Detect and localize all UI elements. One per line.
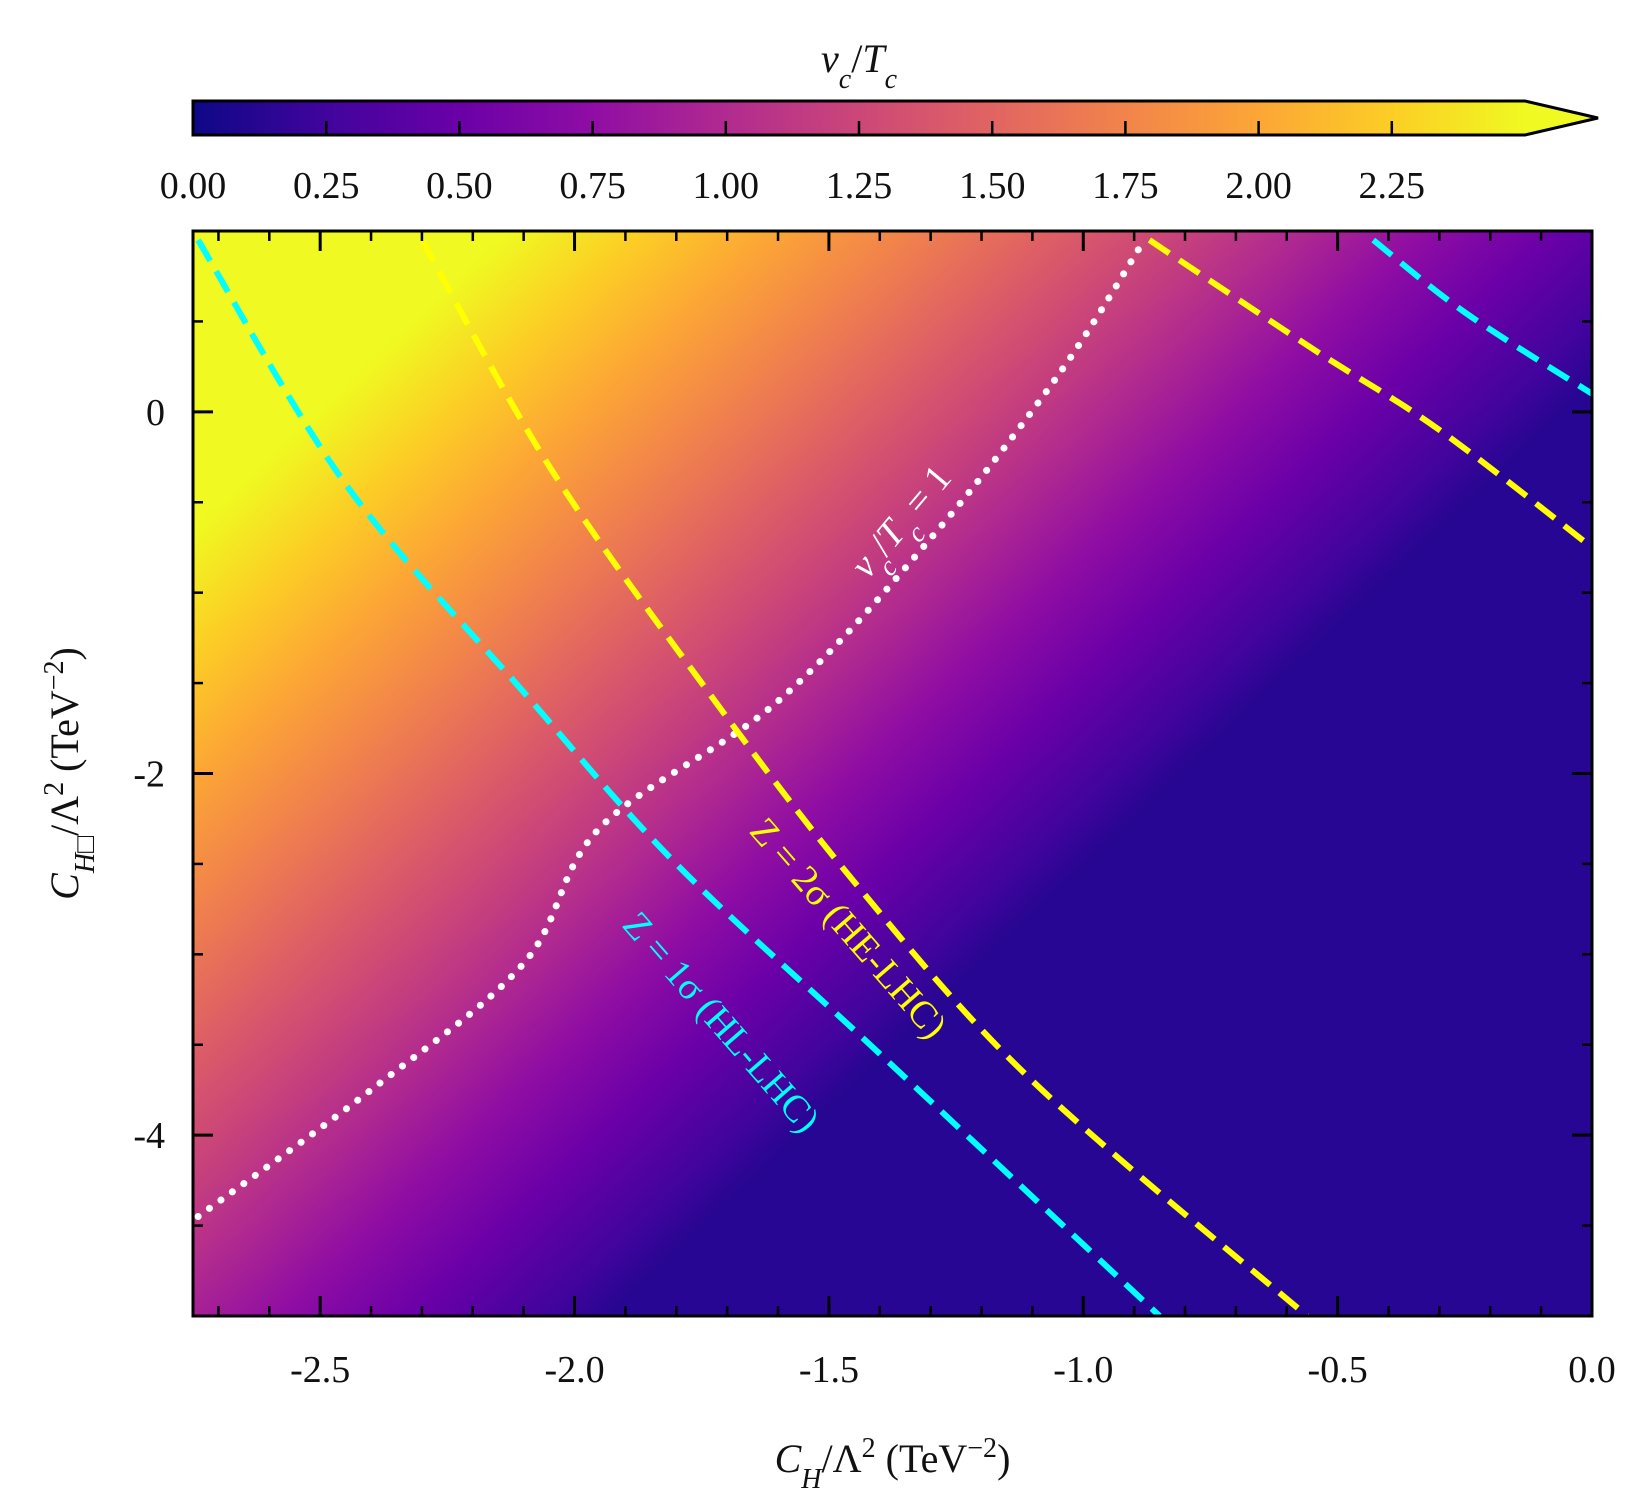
y-tick-label: 0 xyxy=(146,392,165,434)
heatmap-field xyxy=(193,231,1592,1316)
y-axis-ticks: -4 -2 0 xyxy=(133,320,1592,1227)
colorbar-ticks: 0.00 0.25 0.50 0.75 1.00 1.25 1.50 1.75 2.00 2.25 xyxy=(160,121,1425,207)
colorbar-title-sub2: c xyxy=(885,64,898,95)
colorbar-tick-label: 0.75 xyxy=(559,165,626,207)
x-title-close: ) xyxy=(997,1436,1010,1481)
colorbar-title-sub1: c xyxy=(839,64,852,95)
x-tick-label: -0.5 xyxy=(1308,1349,1368,1391)
y-title-close: ) xyxy=(42,647,87,660)
x-title-sub: H xyxy=(800,1464,823,1495)
contour-z-2-he-lhc-upper-branch xyxy=(1147,237,1592,550)
x-tick-label: -2.5 xyxy=(290,1349,350,1391)
x-title-sup: 2 xyxy=(862,1433,876,1464)
y-tick-label: -4 xyxy=(133,1115,165,1157)
x-tick-label: 0.0 xyxy=(1568,1349,1616,1391)
colorbar-tick-label: 0.50 xyxy=(426,165,493,207)
colorbar-extend-arrow xyxy=(1525,101,1598,135)
y-title-unit-sup: −2 xyxy=(39,660,70,690)
y-title-rest: /Λ xyxy=(42,796,87,836)
colorbar-tick-label: 2.00 xyxy=(1225,165,1292,207)
y-title-c: C xyxy=(42,872,87,900)
x-axis-ticks: -2.5 -2.0 -1.5 -1.0 -0.5 0.0 xyxy=(217,231,1616,1391)
y-title-sup: 2 xyxy=(39,782,70,796)
colorbar-title-v: v xyxy=(821,36,839,81)
colorbar-tick-label: 0.00 xyxy=(160,165,227,207)
x-tick-label: -1.5 xyxy=(799,1349,859,1391)
colorbar-tick-label: 1.25 xyxy=(826,165,893,207)
x-title-c: C xyxy=(775,1436,803,1481)
y-axis-title: CH□/Λ2 (TeV−2) xyxy=(39,647,101,900)
x-title-unit: (TeV xyxy=(876,1436,968,1481)
colorbar-tick-label: 2.25 xyxy=(1359,165,1426,207)
colorbar-tick-label: 1.50 xyxy=(959,165,1026,207)
x-title-rest: /Λ xyxy=(822,1436,862,1481)
x-title-unit-sup: −2 xyxy=(967,1433,997,1464)
colorbar-tick-label: 0.25 xyxy=(293,165,360,207)
contour-lines xyxy=(194,236,1592,1316)
y-title-unit: (TeV xyxy=(42,690,87,782)
contour-v-c-t-c-1 xyxy=(194,236,1148,1221)
y-tick-label: -2 xyxy=(133,754,165,796)
colorbar-title-t: T xyxy=(862,36,887,81)
y-title-sub: H□ xyxy=(70,836,101,874)
x-tick-label: -2.0 xyxy=(544,1349,604,1391)
contour-z-2-he-lhc- xyxy=(419,238,1310,1316)
contour-z-1-hl-lhc- xyxy=(195,238,1162,1316)
colorbar-tick-label: 1.75 xyxy=(1092,165,1159,207)
colorbar-title-slash: / xyxy=(851,36,863,81)
x-axis-title: CH/Λ2 (TeV−2) xyxy=(775,1433,1011,1495)
plot-area: vc/Tc = 1Z = 2σ (HE-LHC)Z = 1σ (HL-LHC) … xyxy=(133,229,1616,1391)
colorbar: vc/Tc 0.00 0.25 0.50 0.75 1.00 1.25 1.50 1.75 2.… xyxy=(160,36,1599,207)
contour-z-1-hl-lhc-upper-branch xyxy=(1371,237,1592,397)
colorbar-title: vc/Tc xyxy=(821,36,898,95)
colorbar-tick-label: 1.00 xyxy=(693,165,760,207)
x-tick-label: -1.0 xyxy=(1053,1349,1113,1391)
